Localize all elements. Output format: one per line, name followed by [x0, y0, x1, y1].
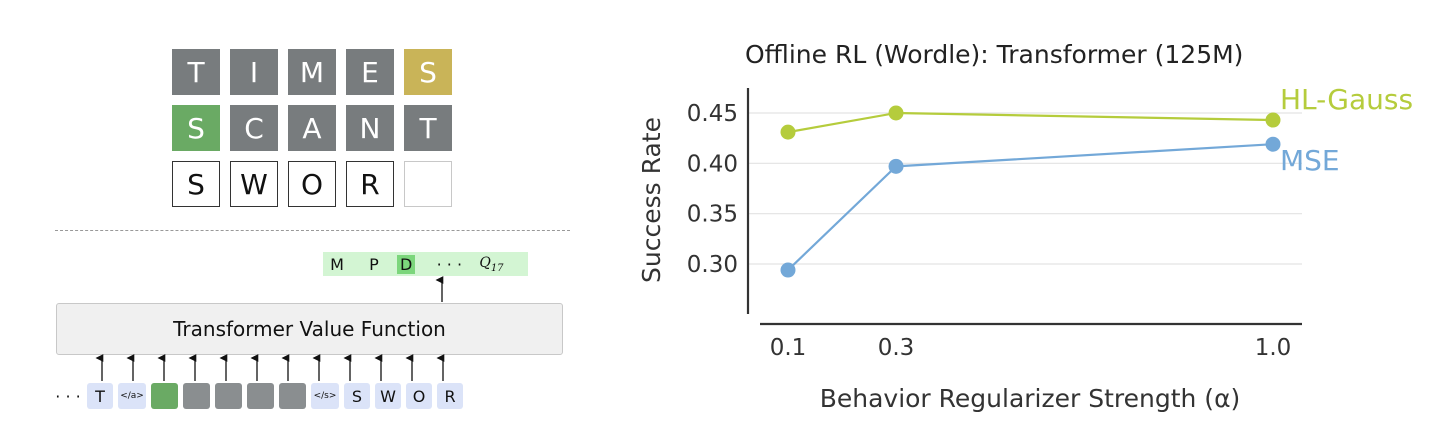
data-point	[888, 105, 904, 121]
value-function-label: Transformer Value Function	[173, 317, 446, 341]
legend-mse: MSE	[1280, 144, 1340, 177]
input-token-sequence: · · · T </a> </s> S W O R	[54, 383, 463, 409]
token-ellipsis: · · ·	[55, 386, 81, 406]
wordle-row: T I M E S	[172, 49, 452, 95]
data-point	[888, 158, 904, 174]
wordle-row: S W O R	[172, 161, 452, 207]
series-line	[787, 111, 1274, 134]
wordle-tile: M	[288, 49, 336, 95]
token: R	[437, 383, 463, 409]
token-gray	[247, 383, 274, 409]
legend-hl-gauss: HL-Gauss	[1280, 83, 1414, 116]
y-tick-label: 0.45	[687, 101, 738, 127]
chart-title: Offline RL (Wordle): Transformer (125M)	[745, 40, 1244, 69]
wordle-tile: S	[172, 105, 220, 151]
data-point	[1265, 112, 1281, 128]
wordle-tile: T	[404, 105, 452, 151]
wordle-tile: A	[288, 105, 336, 151]
token-gray	[215, 383, 242, 409]
x-tick-label: 1.0	[1255, 335, 1292, 361]
q-ellipsis: · · ·	[436, 254, 463, 274]
wordle-row: S C A N T	[172, 105, 452, 151]
q-token: M	[330, 254, 344, 274]
data-point	[780, 262, 796, 278]
data-point	[1265, 136, 1281, 152]
token-green	[151, 383, 178, 409]
x-tick-label: 0.3	[878, 335, 915, 361]
token: O	[406, 383, 432, 409]
line-chart: 0.30 0.35 0.40 0.45 0.1 0.3 1.0 Behavior Regula…	[637, 88, 1302, 413]
wordle-tile: W	[230, 161, 278, 207]
y-axis-label: Success Rate	[637, 117, 666, 283]
x-axis-label: Behavior Regularizer Strength (α)	[820, 384, 1241, 413]
q-token-highlighted: D	[397, 254, 416, 274]
wordle-tile-blank	[404, 161, 452, 207]
y-tick-label: 0.30	[687, 252, 738, 278]
wordle-tile: O	[288, 161, 336, 207]
wordle-tile: C	[230, 105, 278, 151]
token-gray	[279, 383, 306, 409]
q-label: Q17	[479, 254, 504, 274]
wordle-board: T I M E S S C A N T S W O R	[172, 49, 452, 217]
token: S	[344, 383, 370, 409]
x-tick-label: 0.1	[770, 335, 807, 361]
token-gray	[183, 383, 210, 409]
token: W	[375, 383, 401, 409]
wordle-tile: T	[172, 49, 220, 95]
token: T	[87, 383, 113, 409]
wordle-tile: R	[346, 161, 394, 207]
q-token: P	[369, 254, 379, 274]
wordle-tile: N	[346, 105, 394, 151]
wordle-tile: S	[172, 161, 220, 207]
y-tick-label: 0.40	[687, 151, 738, 177]
wordle-tile: E	[346, 49, 394, 95]
wordle-tile: I	[230, 49, 278, 95]
y-tick-label: 0.35	[687, 202, 738, 228]
token: </s>	[311, 383, 339, 409]
wordle-tile: S	[404, 49, 452, 95]
q-value-output: M P D · · · Q17	[323, 252, 528, 276]
dashed-divider	[55, 230, 570, 231]
data-point	[780, 124, 796, 140]
transformer-value-function-box: Transformer Value Function	[56, 303, 563, 355]
token: </a>	[118, 383, 146, 409]
